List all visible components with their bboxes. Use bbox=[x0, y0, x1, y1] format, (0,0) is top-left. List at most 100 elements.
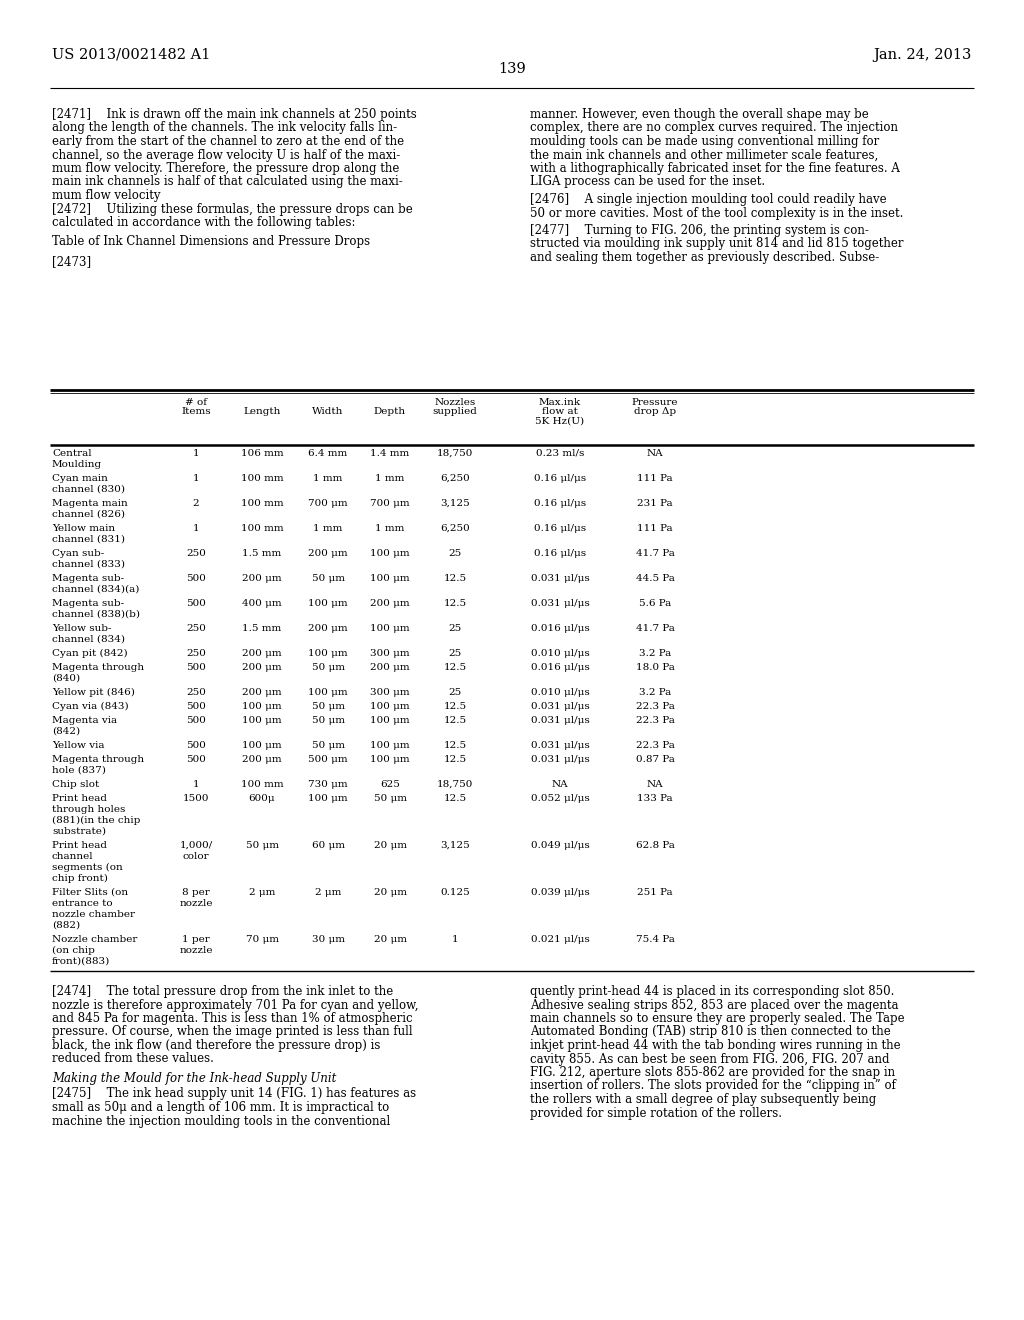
Text: 75.4 Pa: 75.4 Pa bbox=[636, 935, 675, 944]
Text: 106 mm: 106 mm bbox=[241, 449, 284, 458]
Text: Cyan main: Cyan main bbox=[52, 474, 108, 483]
Text: Cyan pit (842): Cyan pit (842) bbox=[52, 649, 128, 659]
Text: 100 μm: 100 μm bbox=[371, 741, 410, 750]
Text: 100 μm: 100 μm bbox=[308, 795, 348, 803]
Text: inkjet print-head 44 with the tab bonding wires running in the: inkjet print-head 44 with the tab bondin… bbox=[530, 1039, 901, 1052]
Text: 2 μm: 2 μm bbox=[314, 888, 341, 898]
Text: 6,250: 6,250 bbox=[440, 524, 470, 533]
Text: 700 μm: 700 μm bbox=[371, 499, 410, 508]
Text: 500 μm: 500 μm bbox=[308, 755, 348, 764]
Text: 500: 500 bbox=[186, 663, 206, 672]
Text: 1.5 mm: 1.5 mm bbox=[243, 624, 282, 634]
Text: (881)(in the chip: (881)(in the chip bbox=[52, 816, 140, 825]
Text: (842): (842) bbox=[52, 727, 80, 737]
Text: black, the ink flow (and therefore the pressure drop) is: black, the ink flow (and therefore the p… bbox=[52, 1039, 380, 1052]
Text: channel (834)(a): channel (834)(a) bbox=[52, 585, 139, 594]
Text: 12.5: 12.5 bbox=[443, 574, 467, 583]
Text: 100 μm: 100 μm bbox=[371, 702, 410, 711]
Text: Yellow sub-: Yellow sub- bbox=[52, 624, 112, 634]
Text: 100 μm: 100 μm bbox=[371, 755, 410, 764]
Text: Width: Width bbox=[312, 408, 344, 417]
Text: Making the Mould for the Ink-head Supply Unit: Making the Mould for the Ink-head Supply… bbox=[52, 1072, 336, 1085]
Text: 41.7 Pa: 41.7 Pa bbox=[636, 549, 675, 558]
Text: 1.5 mm: 1.5 mm bbox=[243, 549, 282, 558]
Text: the rollers with a small degree of play subsequently being: the rollers with a small degree of play … bbox=[530, 1093, 877, 1106]
Text: 0.031 μl/μs: 0.031 μl/μs bbox=[530, 715, 590, 725]
Text: 0.031 μl/μs: 0.031 μl/μs bbox=[530, 574, 590, 583]
Text: Length: Length bbox=[244, 408, 281, 417]
Text: 100 μm: 100 μm bbox=[308, 599, 348, 609]
Text: nozzle: nozzle bbox=[179, 946, 213, 954]
Text: Items: Items bbox=[181, 408, 211, 417]
Text: 6,250: 6,250 bbox=[440, 474, 470, 483]
Text: 70 μm: 70 μm bbox=[246, 935, 279, 944]
Text: Magenta main: Magenta main bbox=[52, 499, 128, 508]
Text: along the length of the channels. The ink velocity falls lin-: along the length of the channels. The in… bbox=[52, 121, 397, 135]
Text: with a lithographically fabricated inset for the fine features. A: with a lithographically fabricated inset… bbox=[530, 162, 900, 176]
Text: [2476]  A single injection moulding tool could readily have: [2476] A single injection moulding tool … bbox=[530, 193, 887, 206]
Text: 50 μm: 50 μm bbox=[311, 741, 344, 750]
Text: 1500: 1500 bbox=[182, 795, 209, 803]
Text: 100 mm: 100 mm bbox=[241, 524, 284, 533]
Text: 200 μm: 200 μm bbox=[371, 599, 410, 609]
Text: 44.5 Pa: 44.5 Pa bbox=[636, 574, 675, 583]
Text: 250: 250 bbox=[186, 624, 206, 634]
Text: LIGA process can be used for the inset.: LIGA process can be used for the inset. bbox=[530, 176, 765, 189]
Text: Central: Central bbox=[52, 449, 91, 458]
Text: 0.021 μl/μs: 0.021 μl/μs bbox=[530, 935, 590, 944]
Text: 50 μm: 50 μm bbox=[311, 574, 344, 583]
Text: drop Δp: drop Δp bbox=[634, 408, 676, 417]
Text: Jan. 24, 2013: Jan. 24, 2013 bbox=[873, 48, 972, 62]
Text: 500: 500 bbox=[186, 755, 206, 764]
Text: 62.8 Pa: 62.8 Pa bbox=[636, 841, 675, 850]
Text: 200 μm: 200 μm bbox=[243, 688, 282, 697]
Text: 0.049 μl/μs: 0.049 μl/μs bbox=[530, 841, 590, 850]
Text: through holes: through holes bbox=[52, 805, 125, 814]
Text: 700 μm: 700 μm bbox=[308, 499, 348, 508]
Text: 0.010 μl/μs: 0.010 μl/μs bbox=[530, 688, 590, 697]
Text: 730 μm: 730 μm bbox=[308, 780, 348, 789]
Text: 20 μm: 20 μm bbox=[374, 888, 407, 898]
Text: 25: 25 bbox=[449, 549, 462, 558]
Text: (840): (840) bbox=[52, 675, 80, 682]
Text: 3,125: 3,125 bbox=[440, 499, 470, 508]
Text: and sealing them together as previously described. Subse-: and sealing them together as previously … bbox=[530, 251, 880, 264]
Text: 0.23 ml/s: 0.23 ml/s bbox=[536, 449, 584, 458]
Text: 100 μm: 100 μm bbox=[243, 715, 282, 725]
Text: US 2013/0021482 A1: US 2013/0021482 A1 bbox=[52, 48, 210, 62]
Text: 0.039 μl/μs: 0.039 μl/μs bbox=[530, 888, 590, 898]
Text: (on chip: (on chip bbox=[52, 946, 95, 956]
Text: complex, there are no complex curves required. The injection: complex, there are no complex curves req… bbox=[530, 121, 898, 135]
Text: 0.031 μl/μs: 0.031 μl/μs bbox=[530, 702, 590, 711]
Text: 1: 1 bbox=[193, 780, 200, 789]
Text: 100 mm: 100 mm bbox=[241, 474, 284, 483]
Text: mum flow velocity. Therefore, the pressure drop along the: mum flow velocity. Therefore, the pressu… bbox=[52, 162, 399, 176]
Text: 0.031 μl/μs: 0.031 μl/μs bbox=[530, 755, 590, 764]
Text: 500: 500 bbox=[186, 702, 206, 711]
Text: 100 μm: 100 μm bbox=[243, 702, 282, 711]
Text: entrance to: entrance to bbox=[52, 899, 113, 908]
Text: 18.0 Pa: 18.0 Pa bbox=[636, 663, 675, 672]
Text: 500: 500 bbox=[186, 715, 206, 725]
Text: 1: 1 bbox=[193, 524, 200, 533]
Text: 0.87 Pa: 0.87 Pa bbox=[636, 755, 675, 764]
Text: 12.5: 12.5 bbox=[443, 755, 467, 764]
Text: nozzle chamber: nozzle chamber bbox=[52, 909, 135, 919]
Text: 400 μm: 400 μm bbox=[243, 599, 282, 609]
Text: reduced from these values.: reduced from these values. bbox=[52, 1052, 214, 1065]
Text: 200 μm: 200 μm bbox=[243, 574, 282, 583]
Text: 1.4 mm: 1.4 mm bbox=[371, 449, 410, 458]
Text: Magenta through: Magenta through bbox=[52, 755, 144, 764]
Text: main ink channels is half of that calculated using the maxi-: main ink channels is half of that calcul… bbox=[52, 176, 402, 189]
Text: 22.3 Pa: 22.3 Pa bbox=[636, 702, 675, 711]
Text: Magenta via: Magenta via bbox=[52, 715, 117, 725]
Text: 1 mm: 1 mm bbox=[376, 474, 404, 483]
Text: 6.4 mm: 6.4 mm bbox=[308, 449, 347, 458]
Text: 0.16 μl/μs: 0.16 μl/μs bbox=[534, 524, 586, 533]
Text: 200 μm: 200 μm bbox=[243, 755, 282, 764]
Text: 231 Pa: 231 Pa bbox=[637, 499, 673, 508]
Text: structed via moulding ink supply unit ​814 and lid ​815 together: structed via moulding ink supply unit ​8… bbox=[530, 238, 903, 251]
Text: 300 μm: 300 μm bbox=[371, 649, 410, 657]
Text: 12.5: 12.5 bbox=[443, 795, 467, 803]
Text: 12.5: 12.5 bbox=[443, 663, 467, 672]
